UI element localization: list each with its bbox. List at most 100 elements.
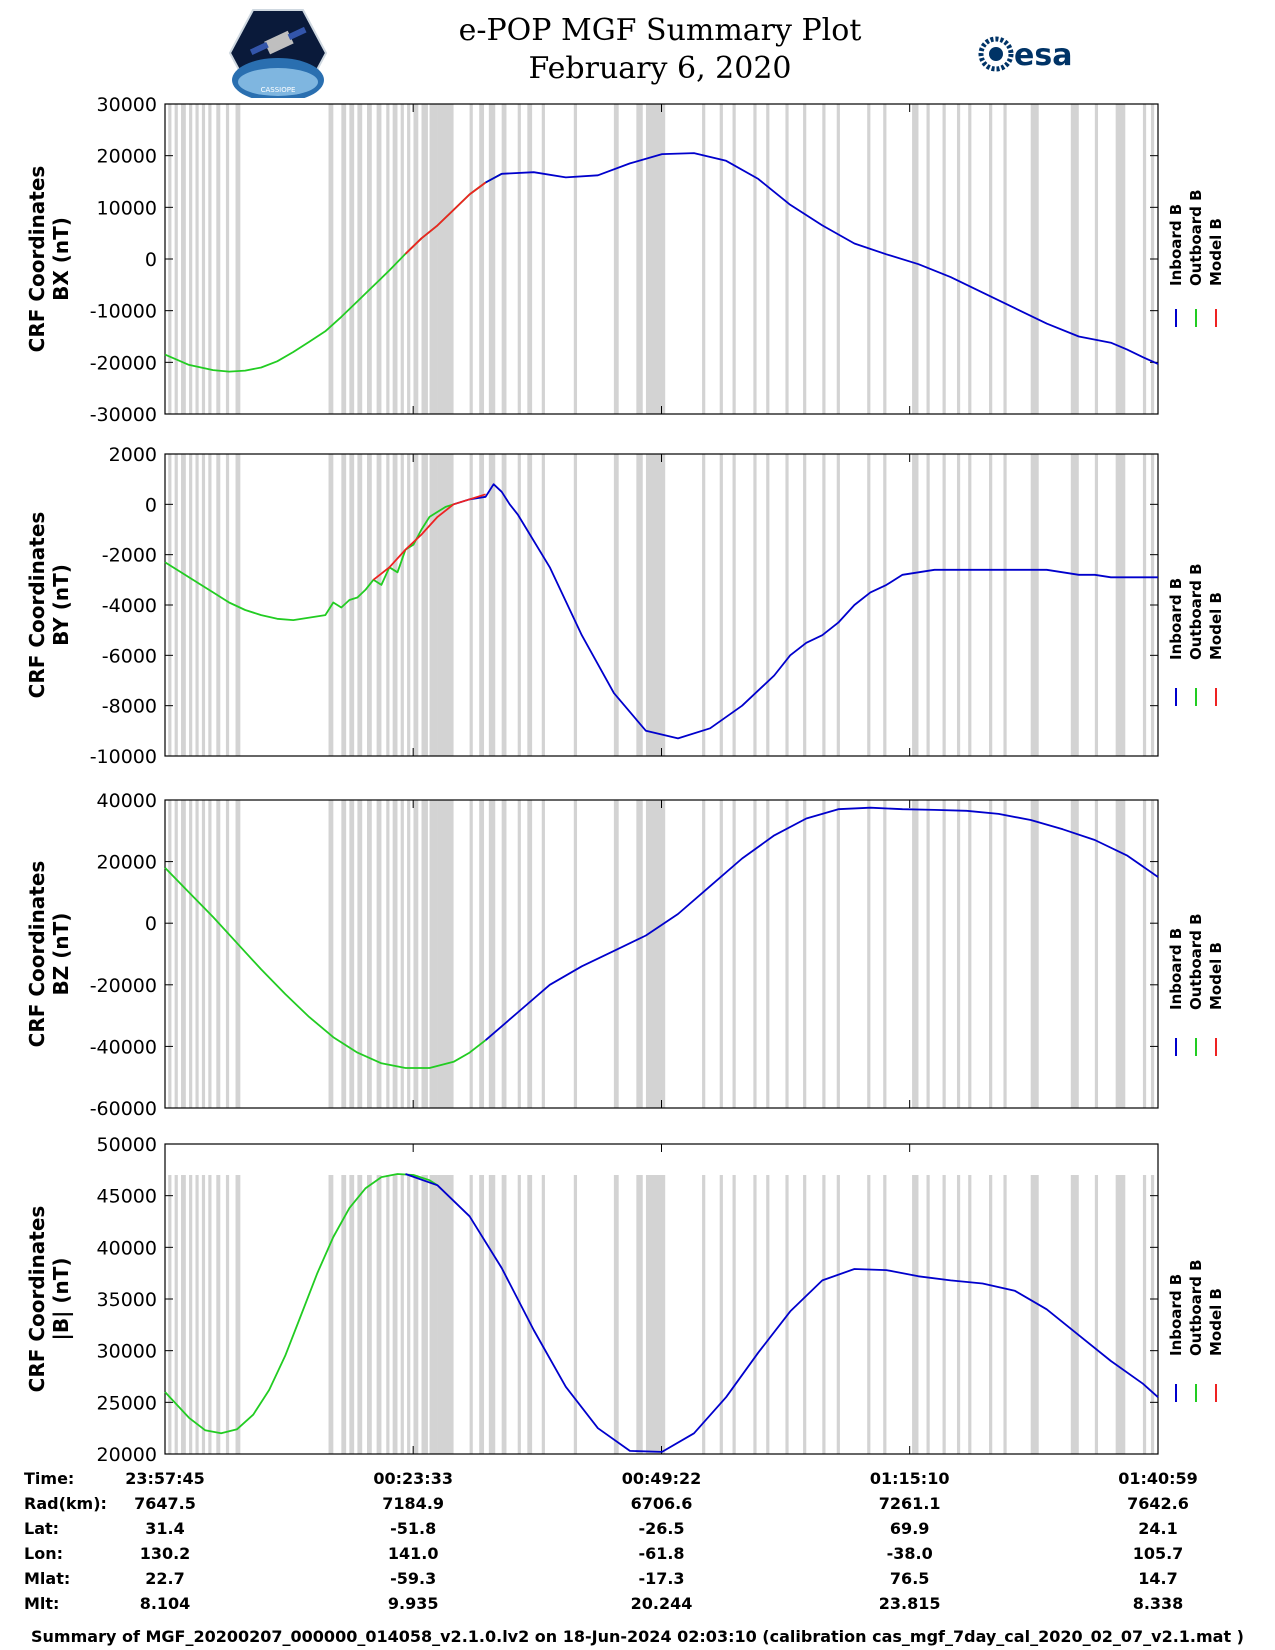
- gap-band-p4-7: [216, 1175, 221, 1454]
- gap-band-p1-16: [386, 104, 390, 414]
- ylabel-p3: CRF CoordinatesBZ (nT): [25, 861, 73, 1048]
- info-cell-3-5: 23.815: [879, 1594, 941, 1613]
- plot-title: e-POP MGF Summary Plot February 6, 2020: [390, 12, 930, 88]
- ytick-label-p4-6: 20000: [97, 1444, 157, 1466]
- ytick-label-p3-0: 40000: [97, 790, 157, 812]
- gap-band-p1-9: [235, 104, 241, 414]
- gap-band-p3-43: [836, 800, 840, 1108]
- ylabel-line-p2-0: CRF Coordinates: [25, 512, 49, 699]
- gap-band-p1-10: [328, 104, 334, 414]
- ylabel-line-p1-1: BX (nT): [49, 217, 73, 301]
- gap-band-p3-39: [766, 800, 770, 1108]
- gap-band-p4-24: [469, 1175, 473, 1454]
- gap-band-p4-34: [645, 1175, 666, 1454]
- svg-text:CASSIOPE: CASSIOPE: [261, 86, 296, 94]
- gap-band-p2-25: [479, 454, 485, 756]
- info-cell-1-1: 7184.9: [382, 1494, 444, 1513]
- gap-band-p1-53: [1030, 104, 1039, 414]
- gap-band-p3-26: [488, 800, 496, 1108]
- gap-band-p1-18: [400, 104, 404, 414]
- gap-band-p4-28: [517, 1175, 521, 1454]
- gap-band-p3-41: [803, 800, 807, 1108]
- gap-band-p2-57: [1142, 454, 1147, 756]
- gap-band-p1-12: [349, 104, 355, 414]
- series-inboard-p3: [485, 806, 1159, 1041]
- gap-band-p4-9: [235, 1175, 241, 1454]
- gap-band-p2-4: [195, 454, 199, 756]
- gap-band-p4-49: [956, 1175, 961, 1454]
- series-inboard-p1: [485, 152, 1159, 365]
- gap-band-p1-27: [501, 104, 507, 414]
- ylabel-line-p1-0: CRF Coordinates: [25, 166, 49, 353]
- legend-label-p2-0: Inboard B: [1167, 578, 1185, 660]
- info-cell-1-4: -59.3: [390, 1569, 436, 1588]
- info-cell-4-4: 14.7: [1138, 1569, 1177, 1588]
- gap-band-p2-38: [753, 454, 757, 756]
- ytick-label-p3-4: -40000: [90, 1036, 157, 1058]
- gap-band-p2-39: [766, 454, 770, 756]
- ytick-label-p3-5: -60000: [90, 1098, 157, 1120]
- info-cell-3-0: 01:15:10: [870, 1469, 950, 1488]
- gap-band-p2-13: [357, 454, 363, 756]
- gap-band-p4-44: [867, 1175, 871, 1454]
- info-cell-0-1: 7647.5: [134, 1494, 196, 1513]
- info-row-label-0: Time:: [24, 1469, 74, 1488]
- gap-band-p2-52: [1003, 454, 1007, 756]
- gap-band-p2-24: [469, 454, 473, 756]
- gap-band-p3-25: [479, 800, 485, 1108]
- legend-label-p4-1: Outboard B: [1187, 1259, 1205, 1356]
- gap-band-p1-51: [989, 104, 993, 414]
- gap-band-p1-46: [912, 104, 919, 414]
- gap-band-p2-56: [1115, 454, 1126, 756]
- gap-band-p2-6: [208, 454, 212, 756]
- gap-band-p2-45: [883, 454, 887, 756]
- gap-band-p4-13: [357, 1175, 363, 1454]
- gap-band-p4-53: [1030, 1175, 1039, 1454]
- gap-band-p2-19: [407, 454, 411, 756]
- info-cell-2-1: 6706.6: [631, 1494, 693, 1513]
- ytick-label-p4-0: 50000: [97, 1134, 157, 1156]
- gap-band-p3-14: [366, 800, 372, 1108]
- gap-band-p4-11: [341, 1175, 347, 1454]
- info-cell-0-2: 31.4: [145, 1519, 184, 1538]
- gap-band-p1-3: [189, 104, 193, 414]
- gap-band-p3-46: [912, 800, 919, 1108]
- gap-band-p2-43: [836, 454, 840, 756]
- gap-band-p4-5: [201, 1175, 206, 1454]
- ylabel-line-p3-0: CRF Coordinates: [25, 861, 49, 1048]
- gap-band-p3-16: [386, 800, 390, 1108]
- gap-band-p1-6: [208, 104, 212, 414]
- info-cell-0-3: 130.2: [140, 1544, 191, 1563]
- gap-band-p2-32: [613, 454, 619, 756]
- info-cell-0-5: 8.104: [140, 1594, 191, 1613]
- gap-band-p1-25: [479, 104, 485, 414]
- gap-band-p1-55: [1094, 104, 1099, 414]
- gap-band-p1-54: [1070, 104, 1079, 414]
- gap-band-p1-8: [225, 104, 230, 414]
- gap-band-p2-8: [225, 454, 230, 756]
- info-cell-4-5: 8.338: [1133, 1594, 1184, 1613]
- gap-band-p2-49: [956, 454, 961, 756]
- gap-band-p1-13: [357, 104, 363, 414]
- gap-band-p1-15: [376, 104, 382, 414]
- info-cell-1-5: 9.935: [388, 1594, 439, 1613]
- gap-band-p4-1: [174, 1175, 178, 1454]
- gap-band-p2-3: [189, 454, 193, 756]
- gap-band-p4-2: [181, 1175, 186, 1454]
- ytick-label-p1-4: -10000: [90, 301, 157, 323]
- gap-band-p3-51: [989, 800, 993, 1108]
- gap-band-p3-47: [926, 800, 930, 1108]
- gap-band-p4-27: [501, 1175, 507, 1454]
- gap-band-p3-12: [349, 800, 355, 1108]
- gap-band-p2-31: [573, 454, 578, 756]
- gap-band-p3-30: [541, 800, 545, 1108]
- gap-band-p4-46: [912, 1175, 919, 1454]
- gap-band-p3-54: [1070, 800, 1079, 1108]
- gap-band-p1-2: [181, 104, 186, 414]
- gap-band-p3-28: [517, 800, 521, 1108]
- info-cell-2-2: -26.5: [638, 1519, 684, 1538]
- info-cell-2-4: -17.3: [638, 1569, 684, 1588]
- esa-logo: esa: [978, 36, 1072, 72]
- series-outboard-p2: [164, 503, 454, 621]
